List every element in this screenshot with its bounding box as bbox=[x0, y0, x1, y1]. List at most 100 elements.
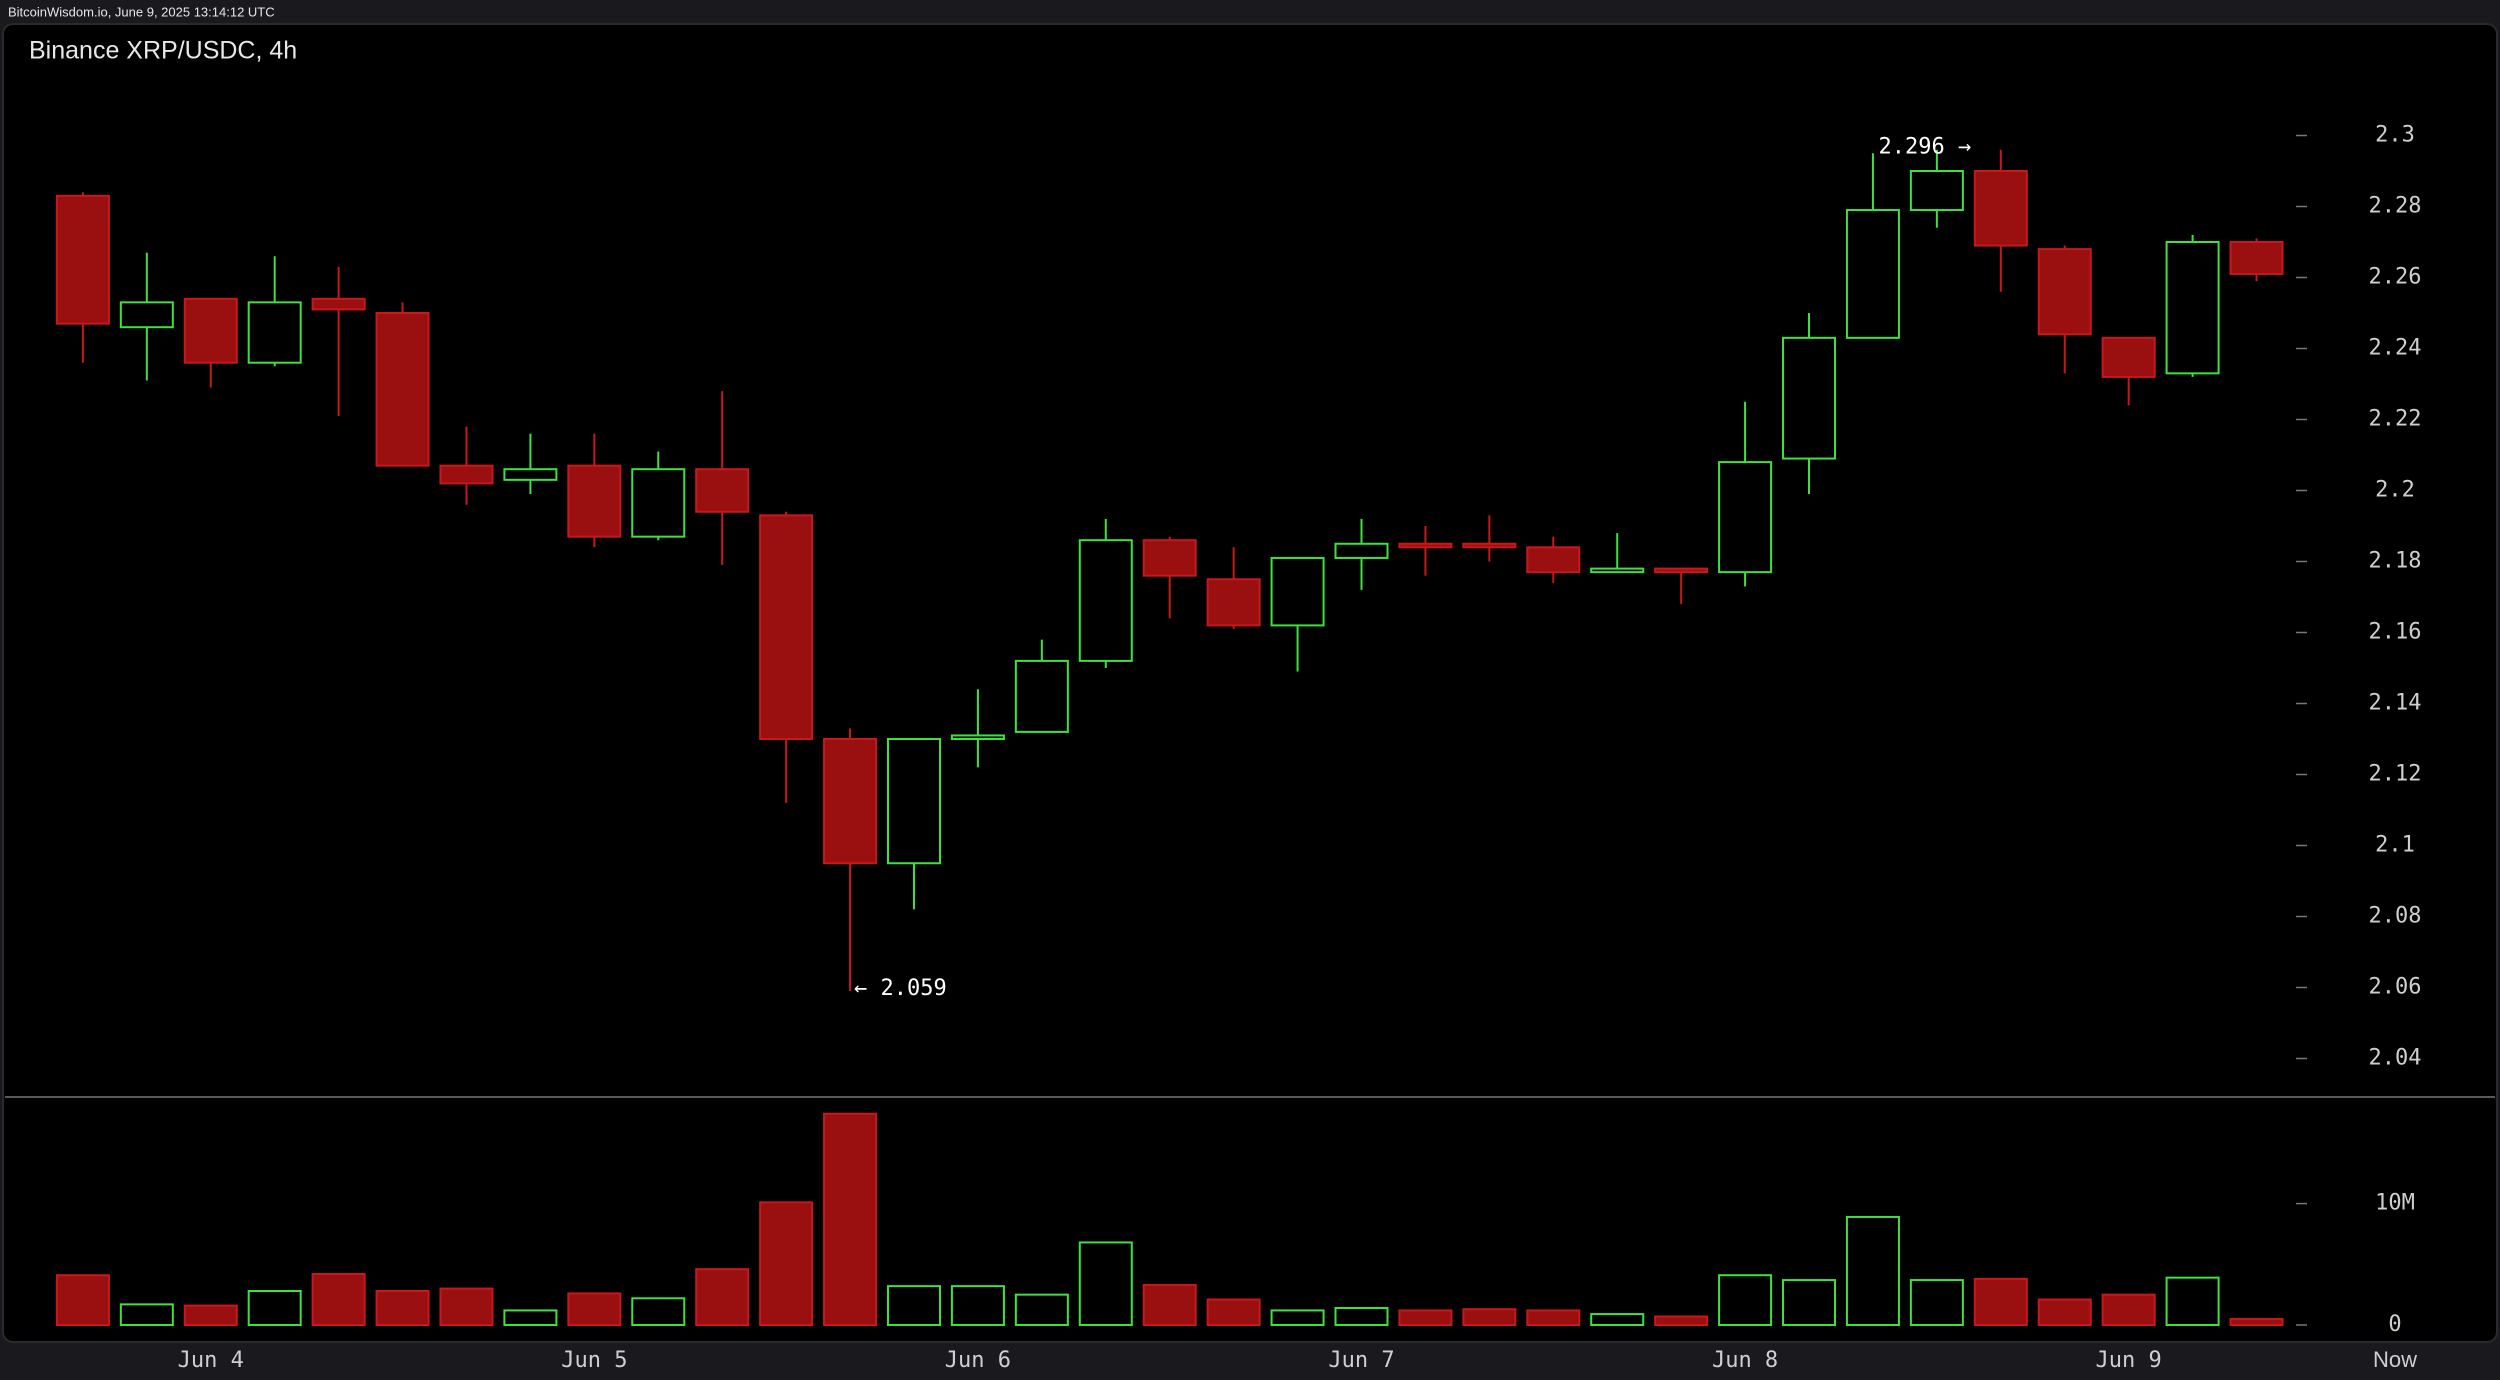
candle-body bbox=[886, 738, 941, 865]
volume-bar bbox=[2165, 1276, 2220, 1326]
x-tick-label: Jun 8 bbox=[1712, 1348, 1778, 1373]
candle-body bbox=[1590, 567, 1645, 574]
candle-body bbox=[2101, 336, 2156, 378]
candle-body bbox=[439, 464, 494, 485]
candle-body bbox=[950, 734, 1005, 741]
candle-body bbox=[311, 297, 366, 311]
header: BitcoinWisdom.io, June 9, 2025 13:14:12 … bbox=[8, 4, 275, 19]
volume-bar bbox=[119, 1303, 174, 1326]
y-tick-label: 2.3 bbox=[2375, 123, 2415, 148]
candle-body bbox=[119, 301, 174, 329]
y-tick-label: 2.1 bbox=[2375, 833, 2415, 858]
high-annotation: 2.296 → bbox=[1879, 135, 1972, 160]
volume-bar bbox=[695, 1268, 750, 1327]
volume-bar bbox=[503, 1309, 558, 1326]
candle-body bbox=[1845, 209, 1900, 339]
volume-bar bbox=[823, 1112, 878, 1327]
candle-body bbox=[55, 194, 110, 325]
volume-bar bbox=[1078, 1241, 1133, 1327]
y-tick-label: 2.28 bbox=[2369, 194, 2422, 219]
candle-body bbox=[759, 514, 814, 740]
y-tick-label: 2.18 bbox=[2369, 549, 2422, 574]
x-tick-label: Jun 4 bbox=[178, 1348, 244, 1373]
low-annotation: ← 2.059 bbox=[854, 976, 947, 1001]
candle-body bbox=[1973, 170, 2028, 247]
volume-bar bbox=[1334, 1307, 1389, 1327]
y-tick-label: 2.04 bbox=[2369, 1046, 2422, 1071]
x-tick-label: Jun 6 bbox=[945, 1348, 1011, 1373]
candle-body bbox=[2037, 248, 2092, 336]
volume-bar bbox=[1973, 1277, 2028, 1326]
volume-bar bbox=[1526, 1309, 1581, 1326]
candle-body bbox=[1334, 542, 1389, 559]
y-tick-label: 2.2 bbox=[2375, 478, 2415, 503]
candle-body bbox=[2165, 241, 2220, 375]
candle-body bbox=[1206, 578, 1261, 627]
top-bar bbox=[0, 0, 2500, 24]
volume-bar bbox=[1462, 1308, 1517, 1326]
volume-bar bbox=[55, 1274, 110, 1327]
volume-bar bbox=[886, 1285, 941, 1326]
candle-body bbox=[1462, 542, 1517, 549]
chart-panel bbox=[2, 23, 2498, 1343]
volume-bar bbox=[631, 1297, 686, 1326]
volume-bar bbox=[567, 1292, 622, 1327]
volume-bar bbox=[950, 1285, 1005, 1326]
candle-body bbox=[1782, 336, 1837, 460]
volume-bar bbox=[439, 1287, 494, 1327]
y2-tick-label: 0 bbox=[2388, 1312, 2401, 1337]
candle-body bbox=[1078, 539, 1133, 662]
candle-body bbox=[695, 468, 750, 513]
candle-body bbox=[1014, 659, 1069, 733]
candle-body bbox=[2229, 241, 2284, 275]
y-tick-label: 2.24 bbox=[2369, 336, 2422, 361]
volume-bar bbox=[1590, 1313, 1645, 1327]
y-tick-label: 2.14 bbox=[2369, 691, 2422, 716]
y-tick-label: 2.22 bbox=[2369, 407, 2422, 432]
y-tick-label: 2.12 bbox=[2369, 762, 2422, 787]
candle-body bbox=[247, 301, 302, 364]
volume-bar bbox=[1718, 1274, 1773, 1327]
chart-title: Binance XRP/USDC, 4h bbox=[29, 37, 297, 65]
volume-bar bbox=[311, 1273, 366, 1327]
now-label: Now bbox=[2373, 1347, 2417, 1372]
y-tick-label: 2.06 bbox=[2369, 975, 2422, 1000]
candle-body bbox=[567, 464, 622, 538]
volume-bar bbox=[247, 1290, 302, 1326]
candle-body bbox=[1398, 542, 1453, 549]
candle-body bbox=[1654, 567, 1709, 574]
x-tick-label: Jun 7 bbox=[1328, 1348, 1394, 1373]
volume-bar bbox=[2101, 1293, 2156, 1327]
volume-bar bbox=[2229, 1317, 2284, 1327]
x-tick-label: Jun 5 bbox=[561, 1348, 627, 1373]
y-tick-label: 2.26 bbox=[2369, 265, 2422, 290]
volume-bar bbox=[2037, 1298, 2092, 1327]
candle-body bbox=[1270, 556, 1325, 627]
volume-bar bbox=[1270, 1309, 1325, 1326]
candle-body bbox=[1526, 546, 1581, 574]
volume-bar bbox=[1142, 1283, 1197, 1326]
volume-bar bbox=[375, 1290, 430, 1326]
y-tick-label: 2.08 bbox=[2369, 904, 2422, 929]
volume-bar bbox=[759, 1201, 814, 1327]
candle-body bbox=[1909, 170, 1964, 212]
candle-body bbox=[823, 738, 878, 865]
candle-body bbox=[375, 312, 430, 467]
volume-bar bbox=[1845, 1215, 1900, 1327]
volume-bar bbox=[1782, 1279, 1837, 1327]
volume-bar bbox=[1909, 1279, 1964, 1327]
volume-bar bbox=[183, 1304, 238, 1326]
candle-body bbox=[1142, 539, 1197, 577]
y-tick-label: 2.16 bbox=[2369, 620, 2422, 645]
volume-bar bbox=[1206, 1298, 1261, 1327]
candle-body bbox=[503, 468, 558, 481]
volume-bar bbox=[1398, 1309, 1453, 1326]
candle-body bbox=[183, 297, 238, 364]
y2-tick-label: 10M bbox=[2375, 1191, 2415, 1216]
volume-bar bbox=[1654, 1315, 1709, 1326]
candle-body bbox=[631, 468, 686, 538]
x-tick-label: Jun 9 bbox=[2096, 1348, 2162, 1373]
volume-bar bbox=[1014, 1293, 1069, 1327]
